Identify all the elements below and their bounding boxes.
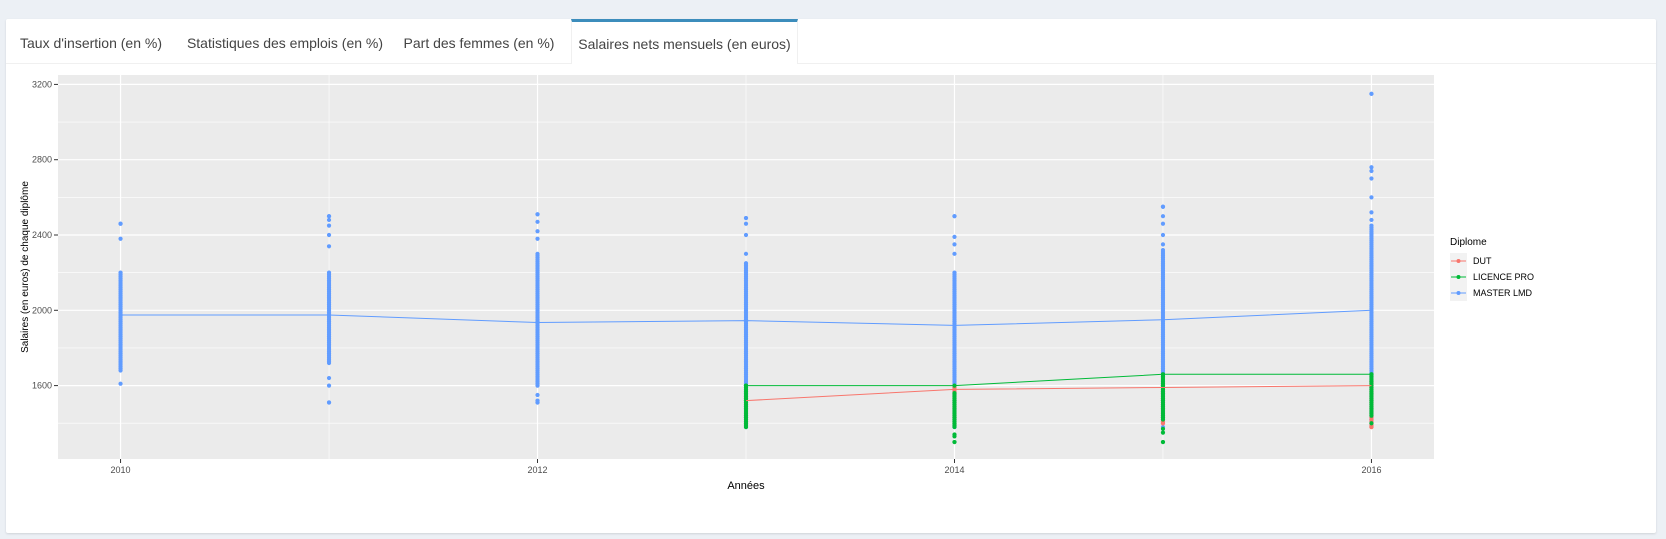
data-point xyxy=(1160,214,1166,219)
legend-title: Diplome xyxy=(1450,237,1487,248)
data-point xyxy=(535,398,540,403)
data-point xyxy=(1369,168,1374,174)
y-axis-label: Salaires (en euros) de chaque diplôme xyxy=(20,181,31,353)
data-points xyxy=(118,91,1374,445)
tab-salaires-nets[interactable]: Salaires nets mensuels (en euros) xyxy=(571,19,798,64)
legend: Diplome DUT LICENCE PRO MASTER LMD xyxy=(1450,237,1534,301)
data-point xyxy=(952,439,957,445)
data-point xyxy=(326,223,332,228)
data-point xyxy=(535,212,540,217)
data-point xyxy=(326,400,332,405)
data-point xyxy=(952,234,957,239)
data-point xyxy=(326,383,332,388)
data-point xyxy=(118,270,123,275)
data-point xyxy=(1369,424,1374,430)
y-tick-label: 1600 xyxy=(32,381,52,391)
data-point xyxy=(326,244,332,249)
legend-label: MASTER LMD xyxy=(1473,288,1533,298)
data-point xyxy=(1160,242,1166,247)
y-tick-label: 2400 xyxy=(32,230,52,240)
data-point xyxy=(535,229,540,234)
data-point xyxy=(952,270,957,275)
data-point xyxy=(1369,210,1374,215)
data-point xyxy=(952,214,957,219)
data-point xyxy=(1160,247,1166,253)
legend-item: MASTER LMD xyxy=(1450,285,1533,301)
data-point xyxy=(118,221,123,226)
legend-key-point xyxy=(1456,291,1461,295)
data-point xyxy=(1160,221,1166,226)
data-point xyxy=(952,242,957,247)
data-point xyxy=(1369,165,1374,170)
data-point xyxy=(118,236,123,241)
legend-key-point xyxy=(1456,259,1461,263)
data-point xyxy=(535,251,540,256)
data-point xyxy=(1160,204,1166,209)
x-tick-label: 2014 xyxy=(944,465,964,475)
data-point xyxy=(535,236,540,241)
axes: 2010 2012 2014 2016 1600 2000 2400 2800 3200 xyxy=(32,79,1382,475)
x-tick-label: 2012 xyxy=(527,465,547,475)
data-point xyxy=(1369,421,1374,426)
data-point xyxy=(326,232,332,238)
data-point xyxy=(743,232,749,238)
data-point xyxy=(952,251,957,256)
data-point xyxy=(1160,421,1166,426)
x-tick-label: 2010 xyxy=(111,465,131,475)
data-point xyxy=(535,392,540,398)
data-point xyxy=(743,215,749,221)
data-point xyxy=(1369,195,1374,200)
tab-statistiques-emplois[interactable]: Statistiques des emplois (en %) xyxy=(186,35,384,51)
data-point xyxy=(326,214,332,219)
tab-taux-insertion[interactable]: Taux d'insertion (en %) xyxy=(20,35,162,51)
data-point xyxy=(326,217,332,223)
data-point xyxy=(1369,217,1374,223)
tab-panel: Taux d'insertion (en %) Statistiques des… xyxy=(6,19,1656,533)
tab-part-femmes[interactable]: Part des femmes (en %) xyxy=(403,35,555,51)
data-point xyxy=(1160,430,1166,435)
x-tick-label: 2016 xyxy=(1361,465,1381,475)
data-point xyxy=(326,375,332,381)
series-line xyxy=(746,373,1372,387)
y-tick-label: 3200 xyxy=(32,79,52,89)
data-point xyxy=(952,432,957,437)
data-point xyxy=(743,424,749,430)
data-point xyxy=(743,251,749,256)
data-point xyxy=(1369,176,1374,181)
y-tick-label: 2000 xyxy=(32,305,52,315)
legend-label: DUT xyxy=(1473,256,1492,266)
legend-label: LICENCE PRO xyxy=(1473,272,1534,282)
legend-key-point xyxy=(1456,275,1461,279)
y-tick-label: 2800 xyxy=(32,155,52,165)
data-point xyxy=(1369,223,1374,228)
data-point xyxy=(1160,439,1166,445)
data-point xyxy=(535,219,540,224)
legend-item: DUT xyxy=(1450,253,1492,269)
series-line xyxy=(745,385,1372,402)
data-point xyxy=(952,391,957,396)
tab-bar: Taux d'insertion (en %) Statistiques des… xyxy=(6,19,1656,64)
data-point xyxy=(1369,91,1374,96)
salary-chart: 2010 2012 2014 2016 1600 2000 2400 2800 3200 Ann… xyxy=(20,75,1534,492)
data-point xyxy=(1160,232,1166,238)
series-lines xyxy=(120,309,1372,402)
data-point xyxy=(1160,426,1166,431)
series-line xyxy=(120,309,1372,326)
x-axis-label: Années xyxy=(727,480,765,492)
data-point xyxy=(118,381,123,386)
legend-item: LICENCE PRO xyxy=(1450,269,1534,285)
data-point xyxy=(743,261,749,266)
data-point xyxy=(743,221,749,226)
data-point xyxy=(326,270,332,275)
